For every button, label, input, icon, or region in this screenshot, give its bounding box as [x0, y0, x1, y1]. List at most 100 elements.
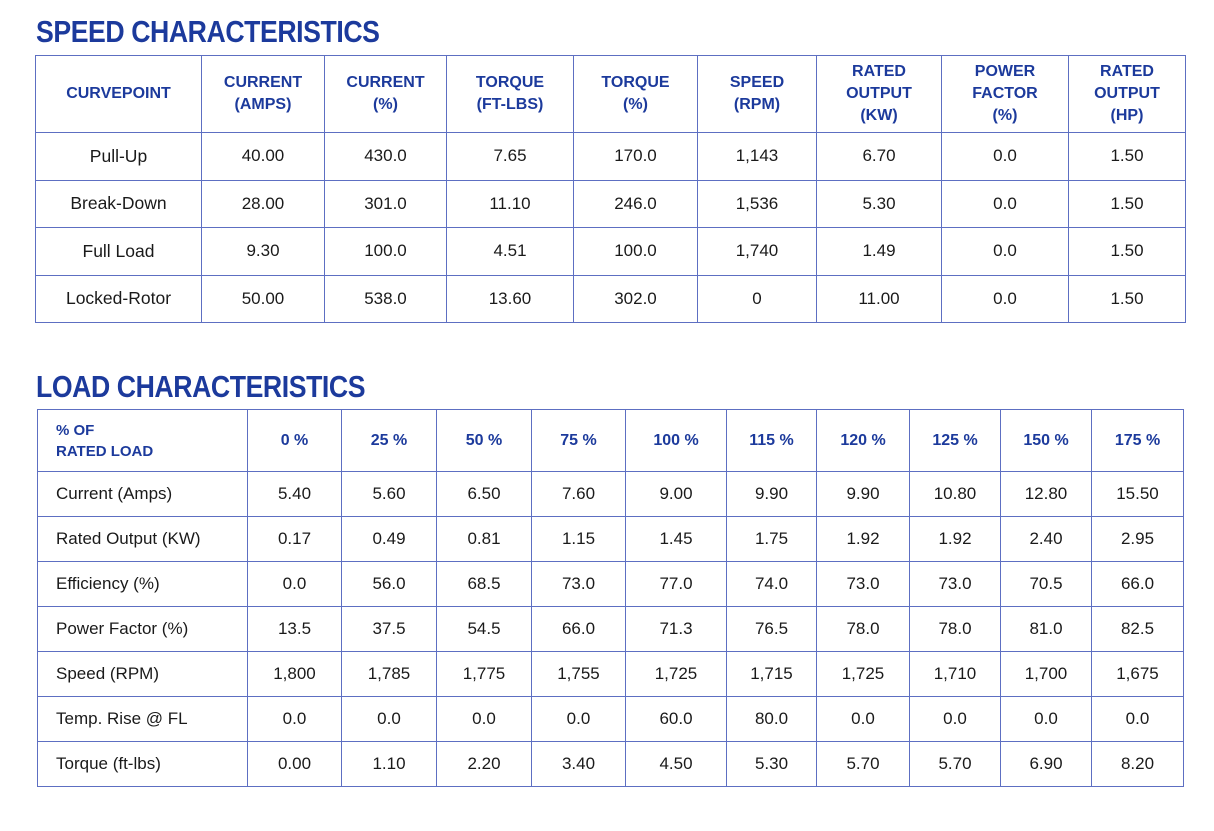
speed-cell: 5.30: [816, 179, 942, 228]
speed-cell: 301.0: [324, 179, 447, 228]
load-header-percent: 115 %: [726, 409, 817, 472]
load-row-label: Current (Amps): [37, 471, 248, 517]
load-cell: 2.20: [436, 741, 532, 787]
load-cell: 1,710: [909, 651, 1001, 697]
speed-cell: 1,740: [697, 227, 817, 276]
load-cell: 68.5: [436, 561, 532, 607]
load-row-label: Speed (RPM): [37, 651, 248, 697]
load-cell: 74.0: [726, 561, 817, 607]
load-cell: 1,725: [625, 651, 727, 697]
load-cell: 1,785: [341, 651, 437, 697]
speed-cell: 1.50: [1068, 274, 1186, 323]
load-header-percent: 25 %: [341, 409, 437, 472]
load-row-label: Power Factor (%): [37, 606, 248, 652]
load-header-percent: 75 %: [531, 409, 626, 472]
speed-header-rated-output-hp: RATED OUTPUT (HP): [1068, 55, 1186, 133]
load-cell: 9.90: [816, 471, 910, 517]
load-row: Rated Output (KW) 0.17 0.49 0.81 1.15 1.45 1.7…: [37, 516, 1184, 562]
speed-header-torque-pct: TORQUE (%): [573, 55, 698, 133]
load-cell: 1,800: [247, 651, 342, 697]
load-cell: 60.0: [625, 696, 727, 742]
speed-cell: 1.50: [1068, 179, 1186, 228]
speed-header-row: CURVEPOINT CURRENT (AMPS) CURRENT (%) TO…: [35, 55, 1186, 133]
load-row-label: Torque (ft-lbs): [37, 741, 248, 787]
speed-cell: 1.50: [1068, 132, 1186, 181]
load-cell: 9.00: [625, 471, 727, 517]
load-cell: 1.10: [341, 741, 437, 787]
load-cell: 71.3: [625, 606, 727, 652]
speed-row-label: Pull-Up: [35, 132, 202, 181]
load-cell: 37.5: [341, 606, 437, 652]
speed-cell: 40.00: [201, 132, 325, 181]
load-cell: 10.80: [909, 471, 1001, 517]
load-cell: 12.80: [1000, 471, 1092, 517]
load-cell: 1,715: [726, 651, 817, 697]
load-cell: 54.5: [436, 606, 532, 652]
load-cell: 0.00: [247, 741, 342, 787]
load-row: Torque (ft-lbs) 0.00 1.10 2.20 3.40 4.50 5.30 5…: [37, 741, 1184, 787]
speed-header-current-amps: CURRENT (AMPS): [201, 55, 325, 133]
load-cell: 80.0: [726, 696, 817, 742]
load-cell: 2.40: [1000, 516, 1092, 562]
speed-row: Full Load 9.30 100.0 4.51 100.0 1,740 1.49 0.0 1…: [35, 227, 1186, 276]
load-cell: 0.0: [247, 696, 342, 742]
speed-cell: 1.50: [1068, 227, 1186, 276]
load-row-label: Rated Output (KW): [37, 516, 248, 562]
load-cell: 1.75: [726, 516, 817, 562]
load-cell: 7.60: [531, 471, 626, 517]
load-cell: 15.50: [1091, 471, 1184, 517]
speed-cell: 0.0: [941, 132, 1069, 181]
load-characteristics-title: LOAD CHARACTERISTICS: [36, 369, 366, 404]
speed-row: Locked-Rotor 50.00 538.0 13.60 302.0 0 11.00 0.…: [35, 274, 1186, 323]
speed-cell: 0.0: [941, 179, 1069, 228]
speed-cell: 246.0: [573, 179, 698, 228]
load-cell: 1.15: [531, 516, 626, 562]
load-cell: 0.0: [247, 561, 342, 607]
load-cell: 0.0: [1091, 696, 1184, 742]
speed-cell: 50.00: [201, 274, 325, 323]
speed-characteristics-title: SPEED CHARACTERISTICS: [36, 14, 380, 49]
load-cell: 76.5: [726, 606, 817, 652]
load-cell: 1.45: [625, 516, 727, 562]
load-cell: 6.90: [1000, 741, 1092, 787]
load-cell: 5.30: [726, 741, 817, 787]
speed-cell: 6.70: [816, 132, 942, 181]
speed-cell: 538.0: [324, 274, 447, 323]
load-header-row: % OF RATED LOAD 0 % 25 % 50 % 75 % 100 % 115 %…: [37, 409, 1184, 472]
speed-header-power-factor: POWER FACTOR (%): [941, 55, 1069, 133]
load-cell: 1,675: [1091, 651, 1184, 697]
load-cell: 81.0: [1000, 606, 1092, 652]
load-cell: 77.0: [625, 561, 727, 607]
load-cell: 0.17: [247, 516, 342, 562]
speed-cell: 100.0: [324, 227, 447, 276]
load-cell: 0.0: [1000, 696, 1092, 742]
load-cell: 0.0: [816, 696, 910, 742]
load-cell: 6.50: [436, 471, 532, 517]
load-row: Speed (RPM) 1,800 1,785 1,775 1,755 1,725 1,71…: [37, 651, 1184, 697]
load-cell: 70.5: [1000, 561, 1092, 607]
speed-cell: 7.65: [446, 132, 574, 181]
speed-row: Pull-Up 40.00 430.0 7.65 170.0 1,143 6.70 0.0 1.…: [35, 132, 1186, 181]
load-cell: 9.90: [726, 471, 817, 517]
speed-cell: 11.00: [816, 274, 942, 323]
load-cell: 1,755: [531, 651, 626, 697]
load-cell: 73.0: [909, 561, 1001, 607]
load-header-rated-load: % OF RATED LOAD: [37, 409, 248, 472]
speed-cell: 1.49: [816, 227, 942, 276]
speed-cell: 28.00: [201, 179, 325, 228]
speed-characteristics-table: CURVEPOINT CURRENT (AMPS) CURRENT (%) TO…: [35, 55, 1186, 323]
load-header-percent: 175 %: [1091, 409, 1184, 472]
speed-cell: 430.0: [324, 132, 447, 181]
load-cell: 5.40: [247, 471, 342, 517]
load-row: Temp. Rise @ FL 0.0 0.0 0.0 0.0 60.0 80.0 0.0 0.…: [37, 696, 1184, 742]
speed-cell: 0.0: [941, 227, 1069, 276]
load-cell: 1,775: [436, 651, 532, 697]
load-cell: 1.92: [909, 516, 1001, 562]
load-row-label: Temp. Rise @ FL: [37, 696, 248, 742]
load-cell: 1,725: [816, 651, 910, 697]
load-cell: 78.0: [816, 606, 910, 652]
speed-cell: 1,536: [697, 179, 817, 228]
speed-header-speed-rpm: SPEED (RPM): [697, 55, 817, 133]
load-cell: 1,700: [1000, 651, 1092, 697]
speed-cell: 100.0: [573, 227, 698, 276]
